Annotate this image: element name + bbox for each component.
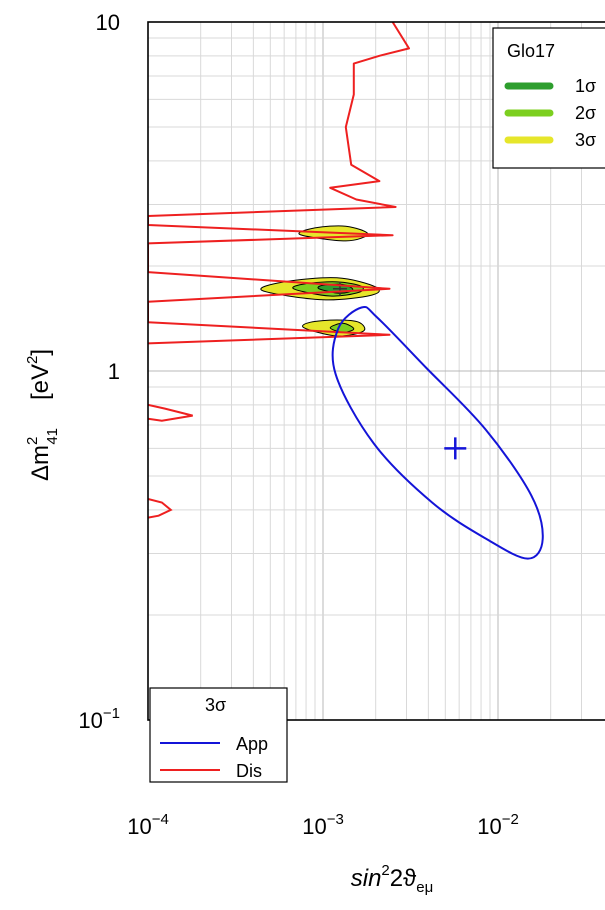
x-axis-title: sin22ϑeμ (351, 862, 434, 896)
legend-global-title: Glo17 (507, 41, 555, 61)
dis-contour (148, 22, 410, 345)
plot-frame (147, 21, 605, 721)
legend-label-dis: Dis (236, 761, 262, 781)
y-tick-label: 1 (108, 359, 120, 384)
dis-contour-fragment (148, 497, 173, 519)
legend-label-app: App (236, 734, 268, 754)
y-tick-label: 10 (96, 10, 120, 35)
y-axis-title: Δm2 41[eV2] (24, 349, 61, 481)
y-tick-label: 10−1 (78, 705, 120, 733)
legend-cl-title: 3σ (205, 695, 226, 715)
legend-label-2sigma: 2σ (575, 103, 596, 123)
x-tick-label: 10−3 (302, 811, 344, 839)
x-tick-label: 10−4 (127, 811, 169, 839)
legend-label-3sigma: 3σ (575, 130, 596, 150)
app-contour (331, 305, 544, 560)
legend-global-box (492, 27, 605, 169)
global-best-fit-marker (332, 281, 347, 296)
legend-label-1sigma: 1σ (575, 76, 596, 96)
dis-contour-fragment (148, 403, 193, 422)
legend-cl-box (149, 687, 288, 783)
legend-cl: 3σ App Dis (149, 687, 288, 783)
legend-global: Glo17 1σ 2σ 3σ (492, 27, 605, 169)
x-tick-label: 10−2 (477, 811, 519, 839)
contours (148, 22, 544, 560)
app-best-fit-marker (444, 437, 467, 460)
tick-labels: 10−4 10−3 10−2 10−1 1 10 (78, 10, 518, 839)
